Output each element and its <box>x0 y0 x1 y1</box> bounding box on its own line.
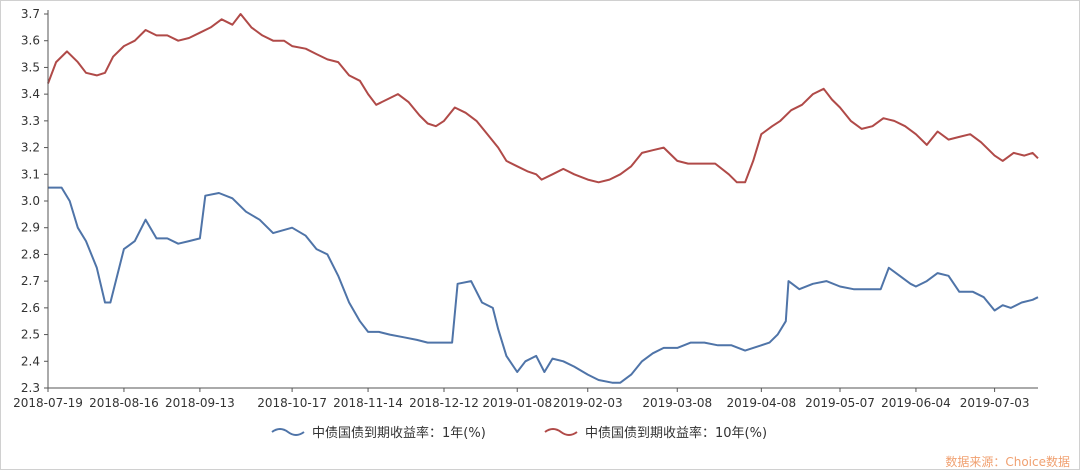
x-tick-label: 2019-02-03 <box>553 396 623 410</box>
legend-label-10y: 中债国债到期收益率：10年(%) <box>585 425 767 441</box>
x-tick-label: 2019-05-07 <box>805 396 875 410</box>
legend-label-1y: 中债国债到期收益率：1年(%) <box>312 425 486 441</box>
x-ticks: 2018-07-19 2018-08-16 2018-09-13 2018-10-17… <box>13 388 1029 410</box>
legend-swatch-10y <box>544 428 578 436</box>
legend-item-1y: 中债国债到期收益率：1年(%) <box>271 425 486 441</box>
x-tick-label: 2018-11-14 <box>333 396 403 410</box>
legend-item-10y: 中债国债到期收益率：10年(%) <box>544 425 767 441</box>
x-tick-label: 2018-09-13 <box>165 396 235 410</box>
y-tick-label: 3.1 <box>21 167 40 181</box>
y-tick-label: 2.9 <box>21 221 40 235</box>
x-tick-label: 2019-03-08 <box>642 396 712 410</box>
y-tick-label: 2.3 <box>21 381 40 395</box>
plot-lines <box>47 13 1039 384</box>
x-tick-label: 2018-12-12 <box>409 396 479 410</box>
series-line-1y <box>48 186 1039 384</box>
y-tick-label: 2.5 <box>21 328 40 342</box>
x-tick-label: 2019-06-04 <box>881 396 951 410</box>
legend: 中债国债到期收益率：1年(%) 中债国债到期收益率：10年(%) <box>271 425 767 441</box>
y-tick-label: 3.3 <box>21 114 40 128</box>
y-tick-label: 3.0 <box>21 194 40 208</box>
y-tick-label: 2.4 <box>21 354 40 368</box>
y-ticks: 2.3 2.4 2.5 2.6 2.7 2.8 2.9 3.0 3.1 3.2 3.3 3.4 3.5 3… <box>21 7 48 395</box>
series-line-10y <box>47 13 1039 184</box>
x-tick-label: 2019-04-08 <box>726 396 796 410</box>
y-tick-label: 2.6 <box>21 301 40 315</box>
y-tick-label: 3.7 <box>21 7 40 21</box>
y-tick-label: 3.2 <box>21 141 40 155</box>
x-tick-label: 2018-07-19 <box>13 396 83 410</box>
y-tick-label: 2.7 <box>21 274 40 288</box>
source-note: 数据来源：Choice数据 <box>945 454 1070 469</box>
x-tick-label: 2019-01-08 <box>482 396 552 410</box>
y-tick-label: 3.6 <box>21 34 40 48</box>
x-tick-label: 2019-07-03 <box>960 396 1030 410</box>
y-tick-label: 3.5 <box>21 60 40 74</box>
x-tick-label: 2018-10-17 <box>257 396 327 410</box>
x-tick-label: 2018-08-16 <box>89 396 159 410</box>
y-tick-label: 2.8 <box>21 247 40 261</box>
y-tick-label: 3.4 <box>21 87 40 101</box>
legend-swatch-1y <box>271 428 305 436</box>
